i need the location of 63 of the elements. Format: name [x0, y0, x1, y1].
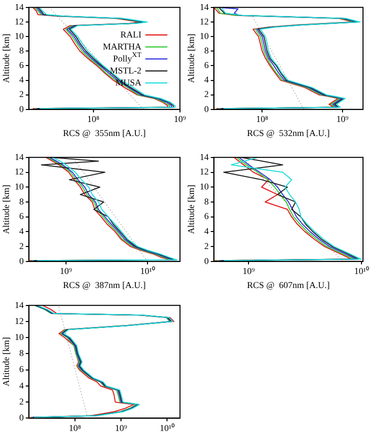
x-tick-label: 10¹⁰ [140, 266, 155, 276]
y-tick-label: 8 [204, 196, 210, 206]
x-tick-label: 10⁹ [242, 266, 255, 276]
y-tick-label: 6 [19, 364, 24, 374]
y-tick-label: 14 [200, 2, 210, 12]
y-tick-label: 12 [14, 166, 24, 177]
y-tick-label: 2 [19, 89, 24, 100]
legend-label: RALI [120, 29, 142, 40]
y-tick-label: 12 [14, 16, 24, 26]
y-axis-title: Altitude [km] [0, 34, 11, 84]
x-axis-title: RCS @ 532nm [A.U.] [247, 128, 330, 138]
y-tick-label: 6 [204, 211, 210, 222]
y-tick-label: 0 [204, 256, 210, 266]
y-tick-label: 0 [19, 412, 24, 423]
y-tick-label: 8 [204, 45, 210, 56]
y-tick-label: 8 [19, 348, 24, 358]
x-tick-label: 10¹⁰ [354, 266, 369, 276]
y-tick-label: 2 [19, 396, 24, 406]
x-tick-label: 10⁹ [336, 114, 349, 124]
y-tick-label: 0 [19, 256, 24, 266]
y-tick-label: 14 [14, 152, 24, 162]
y-tick-label: 12 [200, 166, 209, 177]
y-tick-label: 10 [200, 30, 210, 41]
x-tick-label: 10⁹ [60, 266, 72, 276]
x-axis-title: RCS @ 355nm [A.U.] [62, 128, 146, 138]
y-tick-label: 2 [204, 240, 209, 251]
y-tick-label: 2 [204, 89, 209, 100]
y-tick-label: 6 [19, 60, 24, 70]
y-tick-label: 10 [200, 181, 210, 192]
y-tick-label: 4 [19, 380, 24, 390]
y-tick-label: 8 [19, 196, 24, 206]
y-tick-label: 2 [19, 240, 24, 251]
y-tick-label: 8 [19, 45, 24, 56]
x-tick-label: 10⁸ [87, 114, 100, 124]
y-tick-label: 4 [19, 74, 24, 85]
y-tick-label: 6 [19, 211, 24, 222]
y-axis-title: Altitude [km] [186, 184, 196, 234]
y-tick-label: 10 [14, 30, 24, 41]
y-tick-label: 12 [14, 316, 24, 326]
y-tick-label: 12 [200, 16, 209, 26]
y-tick-label: 4 [19, 226, 24, 236]
y-axis-title: Altitude [km] [0, 337, 11, 386]
y-tick-label: 14 [14, 300, 24, 310]
y-tick-label: 14 [14, 2, 24, 12]
legend-label: MARTHA [102, 41, 142, 52]
y-tick-label: 4 [204, 74, 210, 85]
x-axis-title: RCS @ 607nm [A.U.] [247, 280, 330, 290]
x-tick-label: 10⁹ [174, 114, 186, 124]
x-tick-label: 10¹⁰ [160, 422, 174, 433]
y-tick-label: 10 [14, 332, 24, 342]
y-tick-label: 0 [204, 104, 210, 114]
y-axis-title: Altitude [km] [186, 34, 196, 84]
x-axis-title: RCS @ 387nm [A.U.] [63, 280, 146, 290]
x-tick-label: 10⁸ [256, 114, 268, 124]
y-tick-label: 10 [14, 181, 24, 192]
y-tick-label: 4 [204, 226, 210, 236]
y-tick-label: 14 [200, 152, 210, 162]
y-tick-label: 0 [19, 104, 24, 114]
x-tick-label: 10⁹ [114, 422, 128, 433]
y-axis-title: Altitude [km] [0, 184, 11, 234]
y-tick-label: 6 [204, 60, 210, 70]
x-tick-label: 10⁸ [68, 422, 81, 433]
legend-label: MSTL-2 [110, 65, 142, 76]
